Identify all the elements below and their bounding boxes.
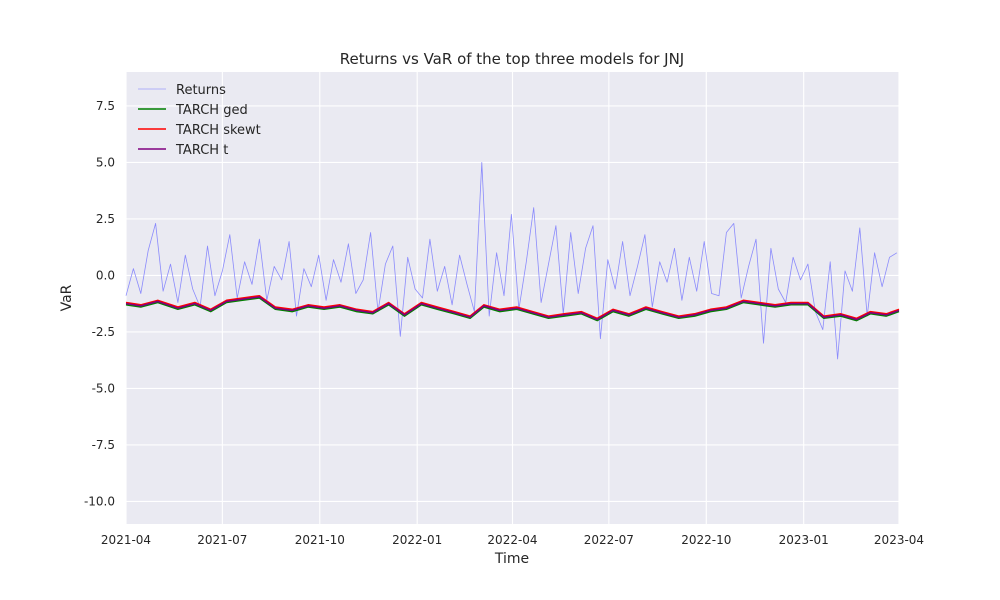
x-tick-label: 2022-10 bbox=[681, 533, 731, 547]
y-tick-label: 7.5 bbox=[96, 99, 115, 113]
y-tick-label: -7.5 bbox=[92, 438, 115, 452]
grid-lines bbox=[125, 72, 900, 524]
x-axis-label: Time bbox=[494, 551, 529, 567]
legend: Returns TARCH ged TARCH skewt TARCH t bbox=[138, 83, 261, 158]
series-line-tarch-ged bbox=[125, 297, 900, 322]
y-tick-label: -5.0 bbox=[92, 381, 115, 395]
y-tick-label: -2.5 bbox=[92, 325, 115, 339]
y-axis-label: VaR bbox=[59, 284, 75, 311]
y-tick-label: 0.0 bbox=[96, 268, 115, 282]
legend-label: TARCH ged bbox=[175, 103, 248, 118]
y-axis-ticks: 7.5 5.0 2.5 0.0 -2.5 -5.0 -7.5 -10.0 bbox=[84, 99, 115, 508]
y-tick-label: 5.0 bbox=[96, 155, 115, 169]
y-tick-label: -10.0 bbox=[84, 494, 115, 508]
x-tick-label: 2021-10 bbox=[295, 533, 345, 547]
x-tick-label: 2021-04 bbox=[101, 533, 151, 547]
x-tick-label: 2023-01 bbox=[779, 533, 829, 547]
series-line-tarch-t bbox=[125, 296, 900, 321]
legend-label: TARCH skewt bbox=[175, 123, 261, 138]
legend-label: Returns bbox=[176, 83, 226, 98]
x-tick-label: 2023-04 bbox=[874, 533, 924, 547]
x-axis-ticks: 2021-04 2021-07 2021-10 2022-01 2022-04 2022-… bbox=[101, 533, 924, 547]
series-line-tarch-skewt bbox=[125, 294, 900, 320]
chart-title: Returns vs VaR of the top three models f… bbox=[340, 50, 684, 68]
x-tick-label: 2022-04 bbox=[487, 533, 537, 547]
legend-label: TARCH t bbox=[175, 143, 228, 158]
x-tick-label: 2022-01 bbox=[392, 533, 442, 547]
series-layer bbox=[125, 161, 900, 360]
x-tick-label: 2022-07 bbox=[584, 533, 634, 547]
x-tick-label: 2021-07 bbox=[197, 533, 247, 547]
y-tick-label: 2.5 bbox=[96, 212, 115, 226]
series-line-returns bbox=[125, 161, 898, 360]
